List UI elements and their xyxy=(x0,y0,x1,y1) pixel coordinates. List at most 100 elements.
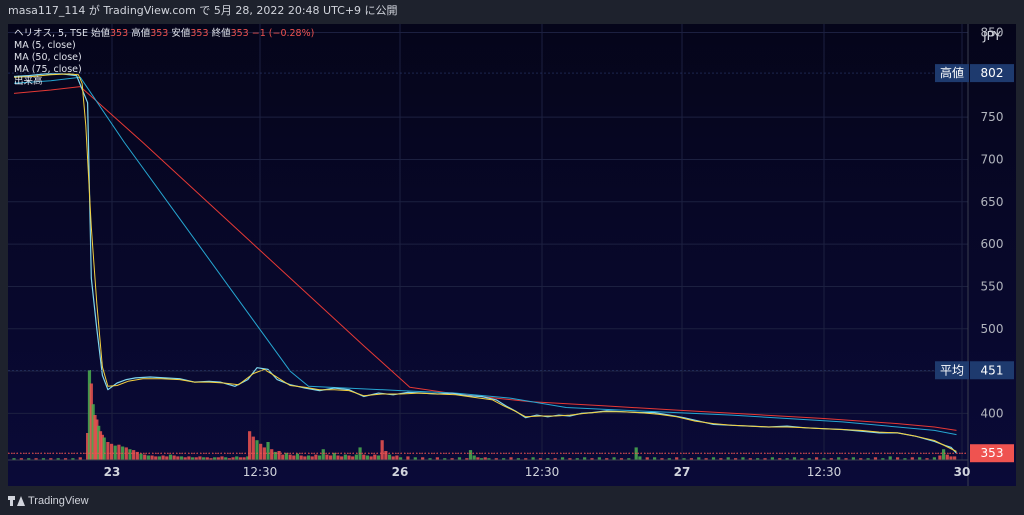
volume-bar xyxy=(87,370,92,460)
volume-bar xyxy=(179,456,184,460)
volume-bar xyxy=(487,458,491,460)
volume-bar xyxy=(502,458,506,460)
volume-bar xyxy=(866,458,870,460)
price-label-name: 平均 xyxy=(940,363,964,377)
volume-bar xyxy=(95,419,99,460)
price-tick-label: 850 xyxy=(981,25,1004,39)
volume-bar xyxy=(575,458,579,460)
price-label-value-box xyxy=(970,64,1014,83)
volume-bar xyxy=(132,450,136,460)
price-label-tag xyxy=(935,361,969,380)
volume-bar xyxy=(605,458,609,460)
chart-area[interactable]: 850750700650600550500450400 2312:302612:… xyxy=(8,24,1016,486)
volume-bar xyxy=(421,457,425,460)
volume-bar xyxy=(619,458,624,460)
volume-bar xyxy=(262,447,266,460)
legend-indicator-volume[interactable]: 出来高 xyxy=(14,76,43,87)
volume-bar xyxy=(113,445,117,460)
price-tick-label: 550 xyxy=(981,279,1004,293)
volume-bar xyxy=(941,449,946,460)
volume-bar xyxy=(560,457,565,460)
volume-bar xyxy=(246,456,250,460)
legend: ヘリオス, 5, TSE 始値353 高値353 安値353 終値353 −1 … xyxy=(14,28,314,88)
volume-bar xyxy=(583,457,587,460)
volume-bar xyxy=(531,457,535,460)
volume-bar xyxy=(770,457,774,460)
footer-bar: TradingView xyxy=(0,486,1024,515)
time-tick-label: 26 xyxy=(392,465,409,479)
volume-bar xyxy=(63,458,68,460)
volume-bar xyxy=(741,457,745,460)
volume-bar xyxy=(472,455,476,460)
volume-bar xyxy=(227,458,231,460)
volume-bar xyxy=(553,458,557,460)
brand-label: TradingView xyxy=(28,495,89,507)
volume-bar xyxy=(837,457,841,460)
volume-bar xyxy=(150,455,154,460)
volume-bar xyxy=(284,452,289,460)
volume-bar xyxy=(895,457,900,460)
volume-bar xyxy=(689,458,694,460)
volume-bar xyxy=(807,458,811,460)
volume-bar xyxy=(224,457,228,460)
volume-bar xyxy=(194,457,198,460)
volume-bar xyxy=(89,383,93,460)
legend-indicator-ma5[interactable]: MA (5, close) xyxy=(14,40,76,51)
volume-bar xyxy=(343,454,347,460)
legend-high-label: 高値 xyxy=(131,28,151,39)
volume-bar xyxy=(428,458,432,460)
legend-indicator-ma75[interactable]: MA (75, close) xyxy=(14,64,82,75)
volume-bar xyxy=(27,458,31,460)
volume-bar xyxy=(157,456,162,460)
volume-bar xyxy=(652,457,657,460)
volume-bar xyxy=(117,444,121,460)
volume-bar xyxy=(128,449,132,460)
tradingview-brand[interactable]: TradingView xyxy=(8,495,89,507)
legend-symbol: ヘリオス, 5, TSE xyxy=(14,28,88,39)
volume-bar xyxy=(873,457,878,460)
volume-bar xyxy=(146,455,150,460)
legend-indicator-ma50[interactable]: MA (50, close) xyxy=(14,52,82,63)
volume-bar xyxy=(844,458,848,460)
volume-bar xyxy=(443,458,447,460)
currency-label: JPY xyxy=(982,29,1002,43)
volume-bar xyxy=(376,455,381,460)
volume-bar xyxy=(918,457,922,460)
volume-bar xyxy=(638,456,642,460)
volume-bar xyxy=(450,458,454,460)
volume-bar xyxy=(238,457,243,460)
volume-bar xyxy=(317,455,322,460)
volume-bar xyxy=(187,456,191,460)
volume-bar xyxy=(881,458,885,460)
volume-bar xyxy=(172,455,176,460)
volume-bar xyxy=(568,458,572,460)
volume-bar xyxy=(435,457,439,460)
volume-bar xyxy=(358,447,362,460)
volume-bar xyxy=(242,457,246,460)
grid xyxy=(8,24,968,460)
volume-bar xyxy=(340,456,344,460)
volume-bar xyxy=(910,457,914,460)
legend-close-label: 終値 xyxy=(211,28,231,39)
volume-bar xyxy=(476,457,480,460)
price-label-value-box xyxy=(970,361,1014,380)
volume-bar xyxy=(829,458,833,460)
volume-bar xyxy=(719,458,723,460)
volume-bar xyxy=(479,458,484,460)
volume-bar xyxy=(362,454,366,460)
price-label-tag xyxy=(935,64,969,83)
price-chart[interactable]: 850750700650600550500450400 2312:302612:… xyxy=(8,24,1016,486)
volume-bar xyxy=(168,454,173,460)
volume-bar xyxy=(161,455,165,460)
volume-bar xyxy=(682,458,686,460)
price-axis: 850750700650600550500450400 xyxy=(981,25,1004,420)
volume-bar xyxy=(354,454,358,460)
price-tick-label: 750 xyxy=(981,110,1004,124)
volume-bar xyxy=(295,453,300,460)
legend-open-value: 353 xyxy=(110,28,129,39)
volume-bar xyxy=(369,456,373,460)
volume-bar xyxy=(303,456,307,460)
volume-bar xyxy=(792,457,797,460)
price-tick-label: 700 xyxy=(981,152,1004,166)
tradingview-logo-icon xyxy=(8,496,25,506)
